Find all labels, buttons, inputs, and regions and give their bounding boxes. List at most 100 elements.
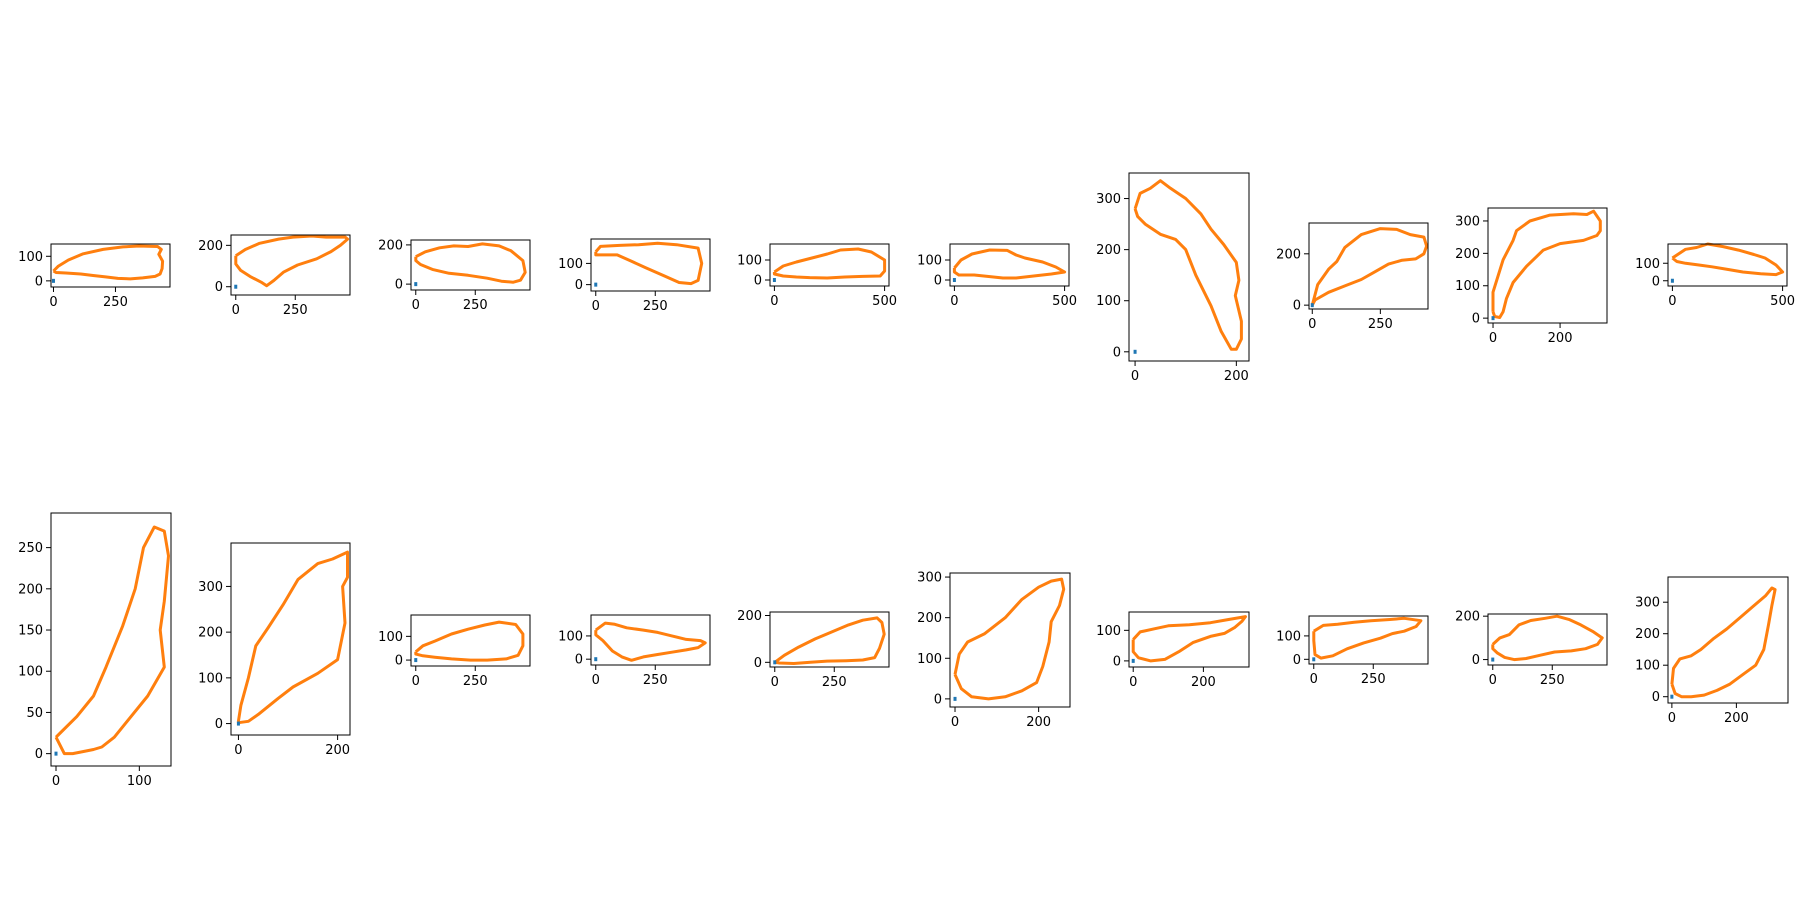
contour-line <box>414 242 527 284</box>
y-tick-label: 100 <box>18 665 43 680</box>
x-tick-label: 200 <box>1026 715 1051 730</box>
y-tick-label: 100 <box>378 630 403 645</box>
y-tick-label: 200 <box>1455 610 1480 625</box>
y-tick-label: 200 <box>378 238 403 253</box>
origin-marker <box>1491 316 1495 321</box>
y-tick-label: 100 <box>1635 659 1660 674</box>
x-tick-label: 250 <box>463 674 488 689</box>
axes-frame <box>410 239 531 291</box>
y-tick-label: 0 <box>35 747 43 762</box>
contour-line <box>594 621 707 662</box>
axes-frame <box>949 243 1070 287</box>
subplot-4: 0 250 0 100 <box>558 238 711 314</box>
x-tick-label: 500 <box>872 294 897 309</box>
x-tick-label: 0 <box>232 303 240 318</box>
x-tick-label: 250 <box>283 303 308 318</box>
subplot-11: 0 100 0 50 100 150 200 250 <box>18 512 172 789</box>
y-tick-label: 200 <box>198 626 223 641</box>
contour-line <box>414 620 525 662</box>
y-tick-label: 0 <box>934 274 942 289</box>
origin-marker <box>1312 657 1316 662</box>
y-tick-label: 100 <box>917 652 942 667</box>
contour-line <box>1133 179 1243 351</box>
x-tick-label: 500 <box>1052 294 1077 309</box>
y-tick-label: 100 <box>1276 629 1301 644</box>
x-tick-label: 0 <box>52 774 60 789</box>
x-tick-label: 0 <box>1668 294 1676 309</box>
x-tick-label: 250 <box>1368 317 1393 332</box>
origin-marker <box>414 658 418 663</box>
x-tick-label: 500 <box>1770 294 1795 309</box>
contour-line <box>52 244 165 281</box>
y-tick-label: 200 <box>198 239 223 254</box>
axes-frame <box>1487 207 1608 324</box>
y-tick-label: 100 <box>558 257 583 272</box>
contour-line <box>1491 209 1602 319</box>
subplot-12: 0 200 0 100 200 300 <box>198 542 351 758</box>
contour-line <box>1670 586 1777 699</box>
y-tick-label: 0 <box>215 280 223 295</box>
axes-frame <box>1487 613 1608 666</box>
x-tick-label: 0 <box>49 295 57 310</box>
subplot-15: 0 250 0 200 <box>737 609 890 690</box>
subplot-2: 0 250 0 200 <box>198 234 351 318</box>
y-tick-label: 0 <box>575 653 583 668</box>
x-tick-label: 0 <box>234 743 242 758</box>
x-tick-label: 250 <box>1540 673 1565 688</box>
contour-line <box>1312 616 1423 660</box>
axes-frame <box>1128 611 1250 668</box>
axes-frame <box>590 614 711 666</box>
origin-marker <box>1310 303 1314 308</box>
origin-marker <box>1131 658 1135 663</box>
axes-frame <box>590 238 711 292</box>
y-tick-label: 0 <box>575 278 583 293</box>
subplot-13: 0 250 0 100 <box>378 614 531 689</box>
x-tick-label: 200 <box>1191 675 1216 690</box>
x-tick-label: 250 <box>643 299 668 314</box>
y-tick-label: 0 <box>1472 312 1480 327</box>
y-tick-label: 200 <box>1635 627 1660 642</box>
contour-line <box>1131 615 1247 663</box>
y-tick-label: 300 <box>198 580 223 595</box>
y-tick-label: 100 <box>1635 257 1660 272</box>
origin-marker <box>594 282 598 287</box>
origin-marker <box>1670 278 1674 283</box>
y-tick-label: 0 <box>754 274 762 289</box>
y-tick-label: 100 <box>1096 624 1121 639</box>
y-tick-label: 0 <box>1293 299 1301 314</box>
x-tick-label: 200 <box>1548 331 1573 346</box>
contour-line <box>773 616 886 665</box>
x-tick-label: 0 <box>1489 331 1497 346</box>
origin-marker <box>414 282 418 287</box>
origin-marker <box>953 696 957 701</box>
contour-line <box>772 247 887 280</box>
origin-marker <box>236 721 240 726</box>
y-tick-label: 200 <box>18 582 43 597</box>
y-tick-label: 300 <box>1635 596 1660 611</box>
y-tick-label: 100 <box>558 629 583 644</box>
subplot-16: 0 200 0 100 200 300 <box>917 571 1071 730</box>
y-tick-label: 150 <box>18 624 43 639</box>
x-tick-label: 250 <box>1361 672 1386 687</box>
y-tick-label: 200 <box>1455 247 1480 262</box>
y-tick-label: 0 <box>395 278 403 293</box>
subplot-7: 0 200 0 100 200 300 <box>1096 172 1250 384</box>
axes-frame <box>769 611 890 668</box>
x-tick-label: 0 <box>950 294 958 309</box>
contour-line <box>952 248 1067 280</box>
x-tick-label: 0 <box>1489 673 1497 688</box>
x-tick-label: 0 <box>592 673 600 688</box>
y-tick-label: 0 <box>754 656 762 671</box>
axes-frame <box>230 542 351 736</box>
x-tick-label: 0 <box>1310 672 1318 687</box>
origin-marker <box>54 751 58 756</box>
y-tick-label: 0 <box>35 274 43 289</box>
axes-frame <box>1667 576 1789 704</box>
origin-marker <box>51 278 55 283</box>
y-tick-label: 300 <box>1455 214 1480 229</box>
subplot-1: 0 250 0 100 <box>18 243 171 310</box>
x-tick-label: 0 <box>771 675 779 690</box>
y-tick-label: 100 <box>198 671 223 686</box>
axes-frame <box>230 234 351 296</box>
x-tick-label: 250 <box>643 673 668 688</box>
